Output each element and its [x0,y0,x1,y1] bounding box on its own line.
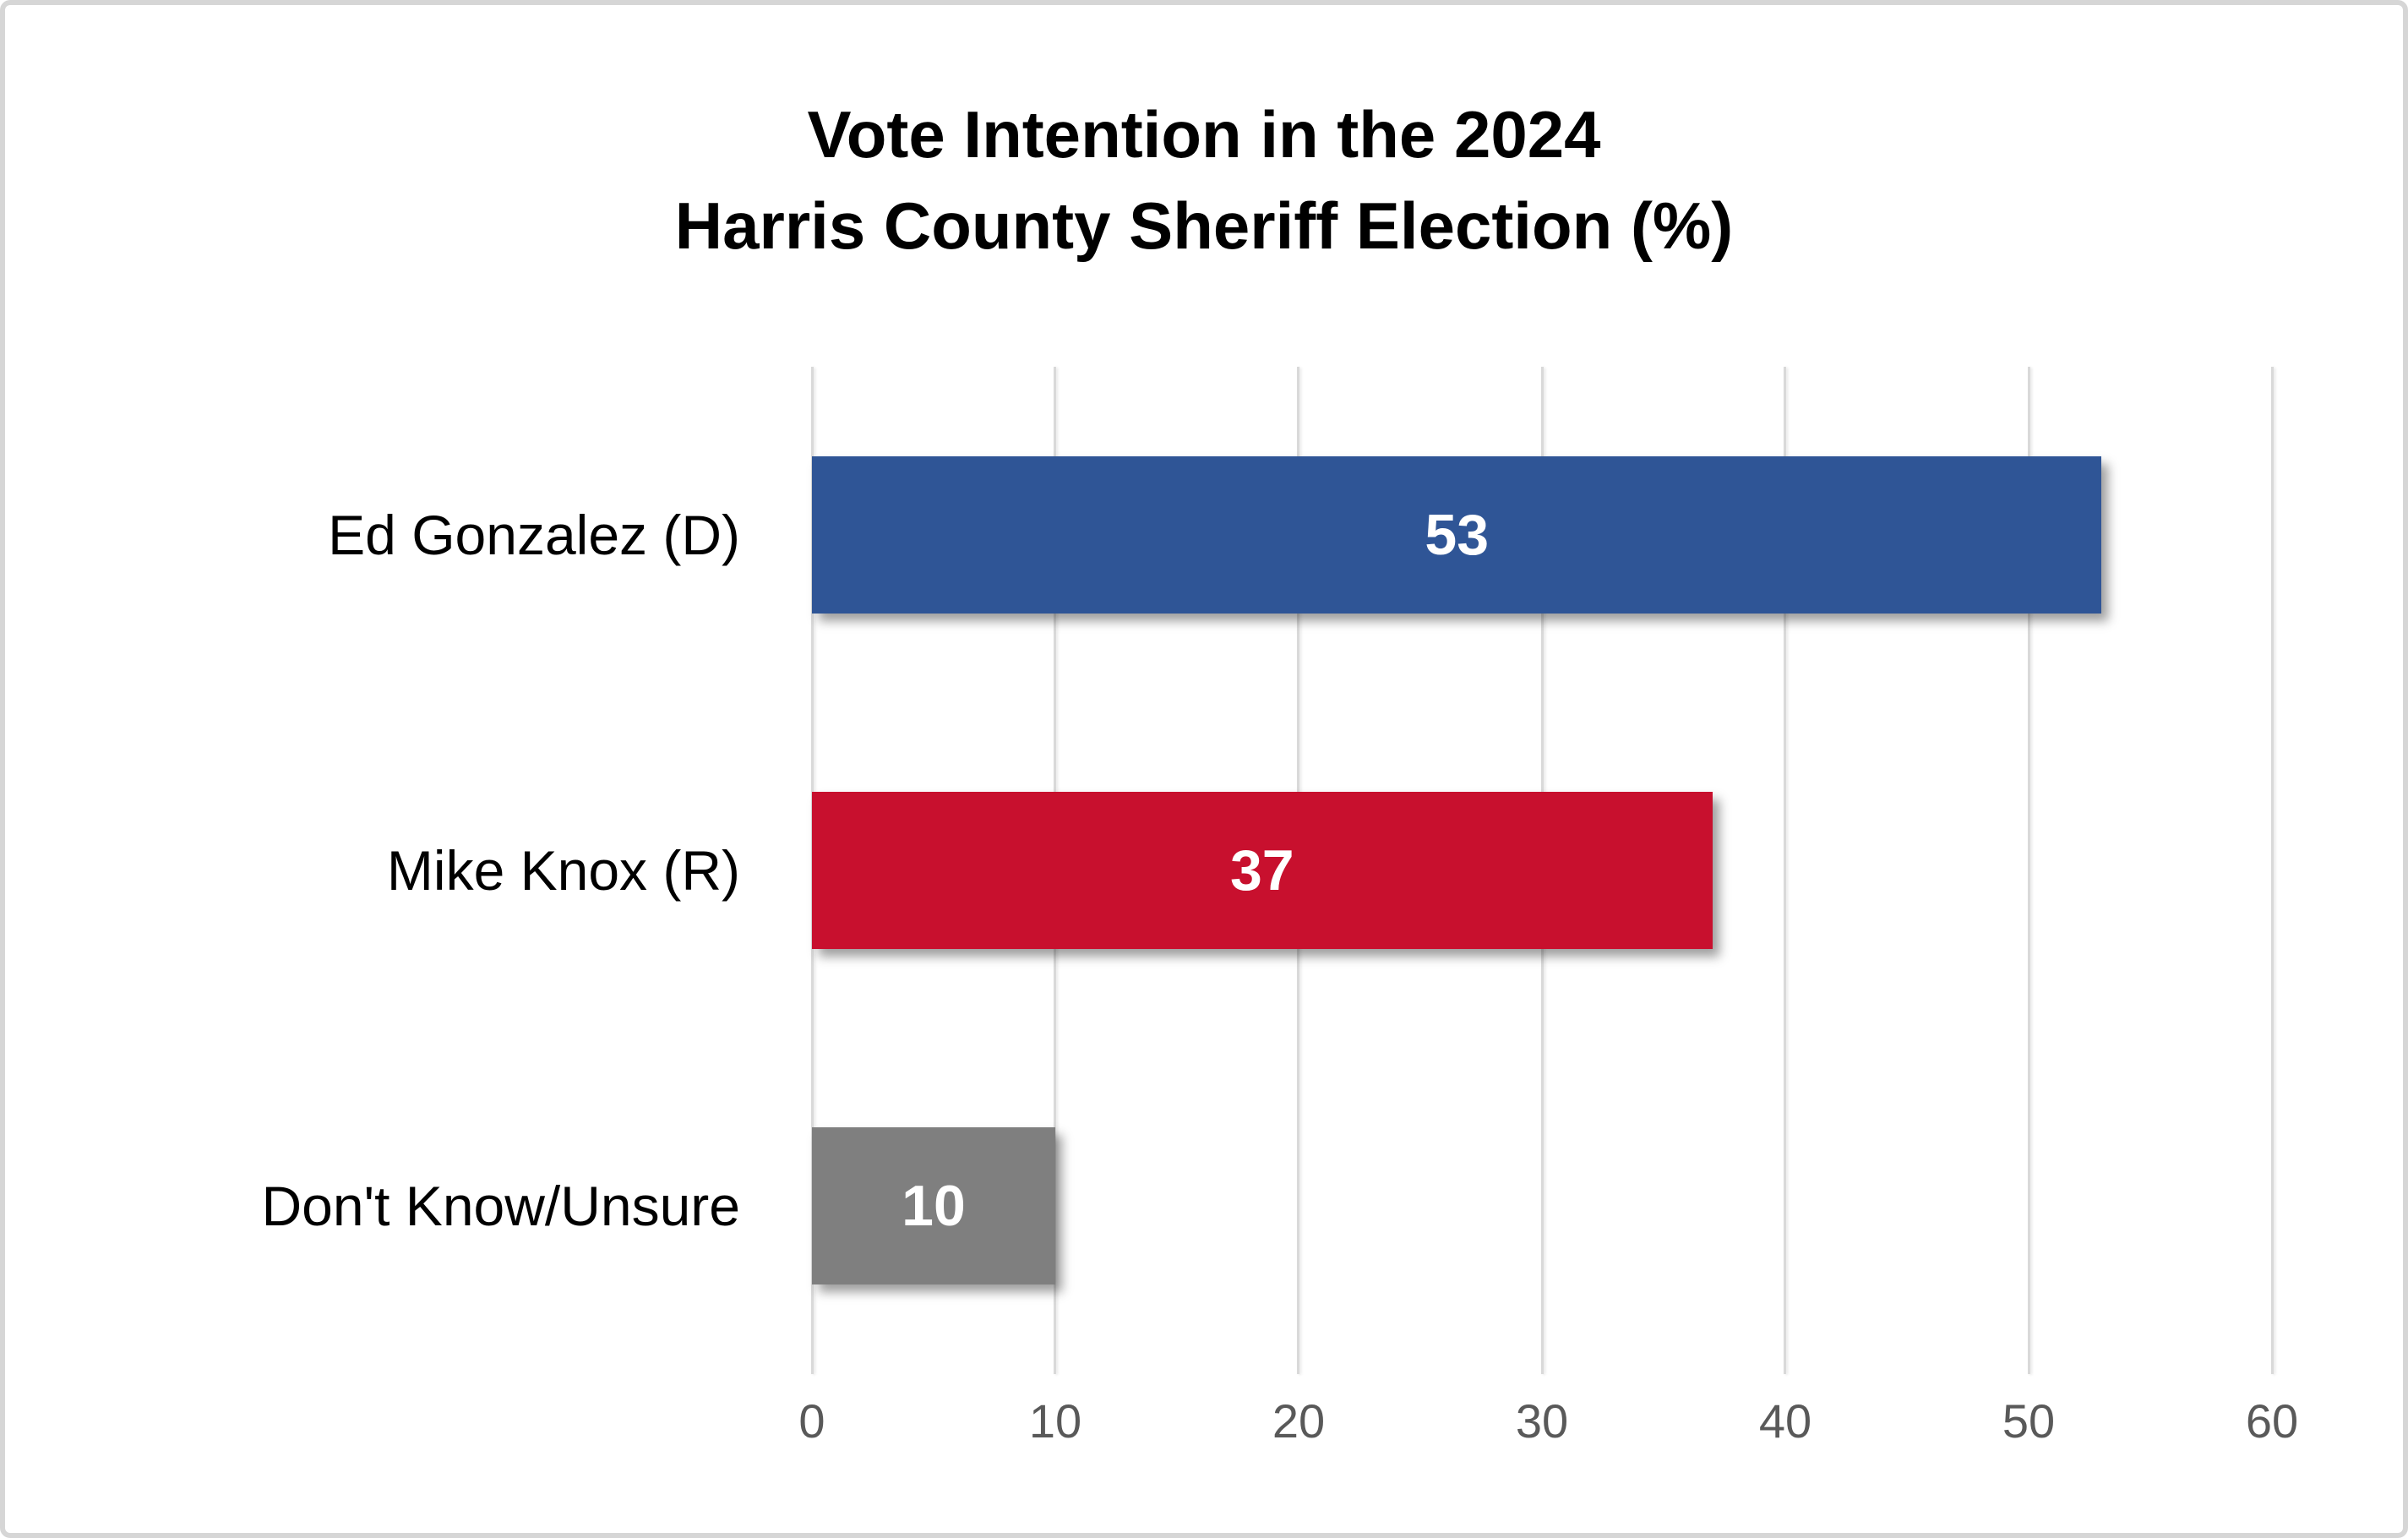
category-label-2: Mike Knox (R) [386,839,740,902]
plot-area: 53 37 10 [810,367,2274,1374]
x-tick-label-30: 30 [1515,1394,1569,1448]
x-tick-label-40: 40 [1758,1394,1812,1448]
x-tick-label-50: 50 [2002,1394,2056,1448]
gridline-60 [2270,367,2274,1374]
x-tick-label-0: 0 [798,1394,825,1448]
bar-value-label: 53 [1425,502,1490,567]
gridline-50 [2027,367,2030,1374]
bar-value-label: 10 [902,1174,966,1239]
chart-title-line-2: Harris County Sheriff Election (%) [674,188,1734,263]
x-tick-label-60: 60 [2245,1394,2299,1448]
bar-ed-gonzalez-d-: 53 [812,455,2102,614]
chart-title-line-1: Vote Intention in the 2024 [807,97,1601,172]
category-label-1: Ed Gonzalez (D) [328,503,740,566]
bar-value-label: 37 [1229,838,1294,903]
category-label-3: Don't Know/Unsure [261,1175,740,1238]
gridline-40 [1784,367,1787,1374]
bar-don-t-know-unsure: 10 [812,1127,1055,1285]
x-tick-label-10: 10 [1028,1394,1082,1448]
x-tick-label-20: 20 [1272,1394,1326,1448]
chart-title: Vote Intention in the 2024 Harris County… [5,90,2403,271]
bar-mike-knox-r-: 37 [812,792,1713,949]
